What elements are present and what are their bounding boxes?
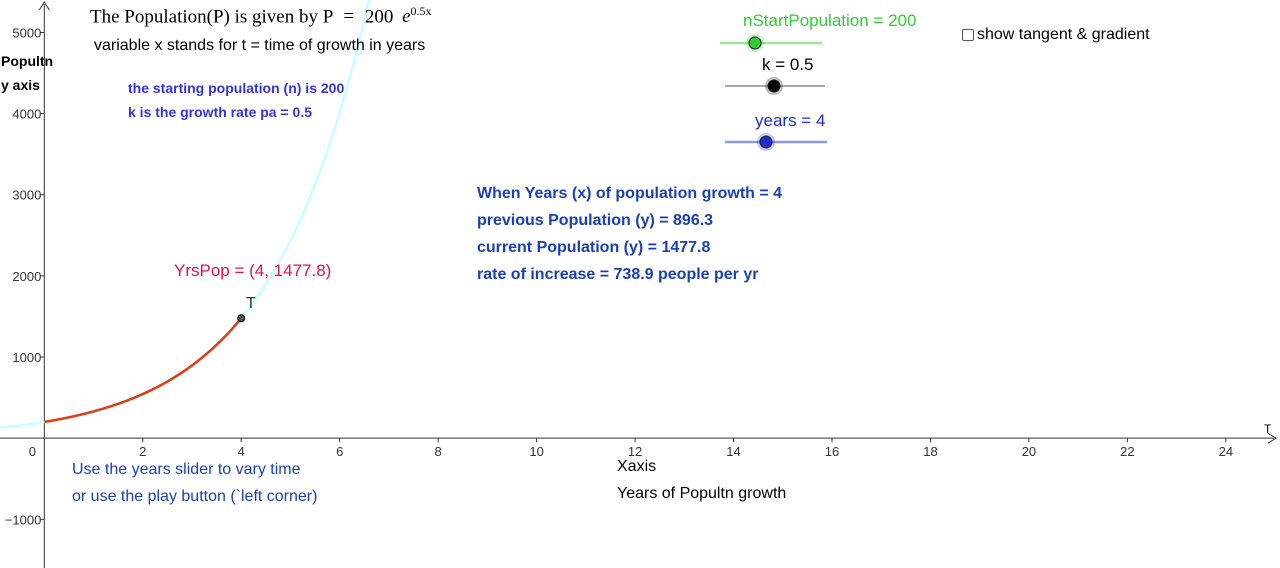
x-tick-label: 22 <box>1120 444 1134 459</box>
start-pop-slider-label: nStartPopulation = 200 <box>743 11 917 30</box>
y-axis-label-2: y axis <box>1 77 40 93</box>
x-tick-label: 16 <box>825 444 839 459</box>
x-tick-label: 24 <box>1219 444 1233 459</box>
y-tick-label: 1000 <box>12 350 41 365</box>
info-rate: rate of increase = 738.9 people per yr <box>477 266 759 283</box>
x-tick-label: 18 <box>923 444 937 459</box>
formula-exponent: 0.5x <box>410 4 432 18</box>
y-tick-label: −1000 <box>5 512 42 527</box>
x-axis-name: T <box>1264 422 1272 436</box>
x-tick-label: 8 <box>435 444 442 459</box>
yrspop-point <box>237 314 246 323</box>
formula-equals: = <box>343 6 355 28</box>
tangent-toggle[interactable]: show tangent & gradient <box>962 26 1150 44</box>
hint-line-2: or use the play button (`left corner) <box>72 488 318 505</box>
k-slider-knob[interactable] <box>767 79 781 93</box>
x-tick-label: 14 <box>726 444 740 459</box>
subtitle: variable x stands for t = time of growth… <box>94 37 426 54</box>
info-years: When Years (x) of population growth = 4 <box>477 185 783 202</box>
origin-label: 0 <box>29 444 36 459</box>
x-tick-label: 20 <box>1022 444 1036 459</box>
hint-line-1: Use the years slider to vary time <box>72 461 301 478</box>
start_pop-slider-knob[interactable] <box>748 36 762 50</box>
tangent-checkbox-label: show tangent & gradient <box>977 26 1150 43</box>
x-axis-label: Xaxis <box>617 458 657 475</box>
y-axis-label: Popultn <box>1 53 54 69</box>
x-tick-label: 4 <box>238 444 245 459</box>
formula-base: e <box>402 6 411 28</box>
x-tick-label: 12 <box>628 444 642 459</box>
tangent-checkbox[interactable] <box>962 29 974 41</box>
years-slider-knob[interactable] <box>759 135 773 149</box>
info-previous-pop: previous Population (y) = 896.3 <box>477 212 714 229</box>
x-tick-label: 2 <box>139 444 146 459</box>
point-tag: T <box>246 295 256 312</box>
y-tick-label: 5000 <box>12 25 41 40</box>
start-pop-note: the starting population (n) is 200 <box>128 80 345 96</box>
y-tick-label: 2000 <box>12 269 41 284</box>
x-tick-label: 10 <box>529 444 543 459</box>
x-tick-label: 6 <box>336 444 343 459</box>
x-axis-arrow <box>1267 432 1277 444</box>
years-slider-label: years = 4 <box>755 111 826 130</box>
info-current-pop: current Population (y) = 1477.8 <box>477 239 711 256</box>
y-axis-arrow <box>38 1 50 11</box>
formula-title: The Population(P) is given by P = 200 e0… <box>90 4 432 28</box>
x-axis-label-2: Years of Popultn growth <box>617 485 787 502</box>
y-tick-label: 4000 <box>12 107 41 122</box>
curve-grown <box>44 317 243 424</box>
growth-rate-note: k is the growth rate pa = 0.5 <box>128 104 313 120</box>
curve-full <box>0 0 371 430</box>
k-slider-label: k = 0.5 <box>762 55 814 74</box>
point-label: YrsPop = (4, 1477.8) <box>174 261 332 280</box>
y-tick-label: 3000 <box>12 188 41 203</box>
formula-prefix: The Population(P) is given by P <box>90 6 333 28</box>
formula-coefficient: 200 <box>364 6 394 28</box>
